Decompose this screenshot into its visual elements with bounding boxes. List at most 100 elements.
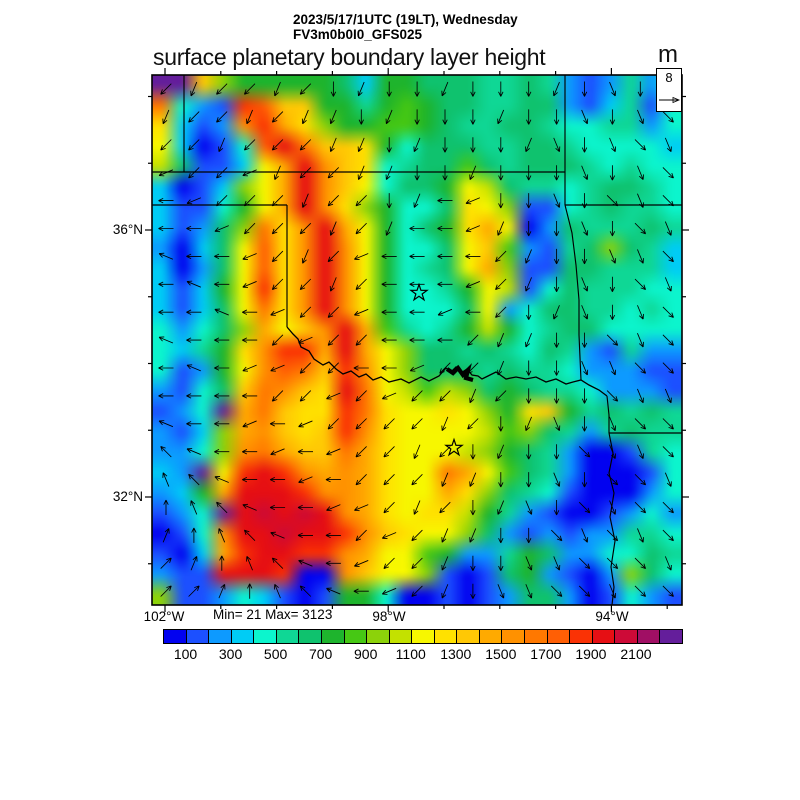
wind-arrow-icon bbox=[385, 165, 393, 180]
wind-arrow-icon bbox=[326, 504, 341, 512]
wind-reference-arrow-icon bbox=[659, 96, 681, 104]
wind-arrow-icon bbox=[498, 81, 504, 97]
wind-arrow-icon bbox=[609, 304, 616, 320]
wind-arrow-icon bbox=[498, 527, 504, 544]
wind-arrow-icon bbox=[498, 416, 504, 432]
wind-arrow-icon bbox=[581, 221, 589, 236]
wind-arrow-icon bbox=[160, 445, 172, 458]
wind-arrow-icon bbox=[609, 249, 616, 264]
wind-arrow-icon bbox=[609, 500, 616, 515]
wind-arrow-icon bbox=[214, 393, 230, 399]
wind-arrow-icon bbox=[216, 167, 228, 179]
wind-arrow-icon bbox=[495, 390, 507, 402]
wind-arrow-icon bbox=[158, 281, 174, 287]
wind-arrow-icon bbox=[581, 528, 589, 543]
colorbar-cell bbox=[276, 630, 300, 643]
wind-arrow-icon bbox=[411, 390, 423, 402]
wind-arrow-icon bbox=[158, 169, 174, 177]
wind-arrow-icon bbox=[299, 585, 312, 597]
wind-arrow-icon bbox=[354, 253, 369, 260]
wind-arrow-icon bbox=[497, 221, 505, 236]
wind-arrow-icon bbox=[385, 221, 393, 236]
wind-arrow-icon bbox=[578, 585, 591, 597]
wind-arrow-icon bbox=[299, 83, 312, 95]
colorbar-cell bbox=[570, 630, 593, 643]
wind-arrow-icon bbox=[383, 557, 395, 570]
colorbar-tick-label: 700 bbox=[308, 646, 333, 662]
wind-arrow-icon bbox=[495, 306, 507, 318]
wind-arrow-icon bbox=[553, 388, 560, 404]
colorbar-tick-label: 100 bbox=[173, 646, 198, 662]
wind-arrow-icon bbox=[158, 309, 174, 315]
wind-arrow-icon bbox=[553, 416, 561, 432]
wind-arrow-icon bbox=[525, 277, 532, 292]
wind-arrow-icon bbox=[526, 193, 532, 209]
wind-arrow-icon bbox=[299, 222, 312, 235]
wind-arrow-icon bbox=[326, 587, 341, 595]
wind-arrow-icon bbox=[439, 501, 451, 514]
wind-arrow-icon bbox=[442, 165, 448, 181]
wind-arrow-icon bbox=[470, 109, 476, 125]
wind-arrow-icon bbox=[242, 337, 258, 343]
wind-arrow-icon bbox=[634, 418, 647, 430]
wind-arrow-icon bbox=[606, 390, 619, 402]
wind-arrow-icon bbox=[158, 225, 174, 232]
wind-arrow-icon bbox=[186, 280, 201, 288]
date-title: 2023/5/17/1UTC (19LT), Wednesday bbox=[293, 12, 518, 27]
wind-arrow-icon bbox=[609, 137, 616, 153]
wind-arrow-icon bbox=[606, 557, 619, 570]
wind-arrow-icon bbox=[271, 557, 284, 569]
wind-arrow-icon bbox=[357, 81, 365, 97]
colorbar-tick-label: 1700 bbox=[530, 646, 562, 662]
wind-arrow-icon bbox=[271, 139, 284, 151]
wind-arrow-icon bbox=[414, 165, 420, 181]
wind-arrow-icon bbox=[581, 305, 589, 320]
wind-arrow-icon bbox=[637, 193, 644, 208]
wind-arrow-icon bbox=[243, 139, 256, 151]
wind-arrow-icon bbox=[606, 529, 619, 542]
wind-arrow-icon bbox=[160, 557, 172, 569]
wind-arrow-icon bbox=[442, 137, 448, 153]
wind-arrow-icon bbox=[609, 584, 616, 599]
wind-arrow-icon bbox=[437, 281, 453, 287]
colorbar-tick-label: 1500 bbox=[485, 646, 517, 662]
wind-arrow-icon bbox=[469, 528, 477, 543]
wind-arrow-icon bbox=[160, 83, 172, 95]
wind-arrow-icon bbox=[581, 360, 589, 376]
wind-arrow-icon bbox=[186, 393, 202, 399]
wind-arrow-icon bbox=[470, 583, 476, 599]
wind-arrow-icon bbox=[553, 360, 560, 376]
colorbar-cell bbox=[547, 630, 571, 643]
lake-marker bbox=[445, 363, 474, 383]
wind-arrow-icon bbox=[299, 167, 312, 179]
wind-arrow-icon bbox=[297, 532, 313, 539]
wind-arrow-icon bbox=[381, 587, 397, 595]
wind-arrow-icon bbox=[662, 446, 674, 458]
wind-arrow-icon bbox=[160, 139, 172, 151]
wind-arrow-icon bbox=[271, 194, 284, 207]
wind-arrow-icon bbox=[637, 109, 644, 125]
wind-arrow-icon bbox=[664, 277, 672, 292]
wind-arrow-icon bbox=[186, 421, 202, 427]
wind-arrow-icon bbox=[325, 532, 341, 539]
state-border-ok-ar bbox=[564, 204, 582, 381]
wind-arrow-icon bbox=[355, 418, 367, 430]
wind-arrow-icon bbox=[162, 109, 170, 125]
wind-arrow-icon bbox=[162, 528, 170, 543]
wind-arrow-icon bbox=[526, 304, 532, 320]
wind-arrow-icon bbox=[274, 583, 281, 599]
wind-arrow-icon bbox=[526, 388, 532, 404]
wind-arrow-icon bbox=[662, 585, 674, 597]
wind-arrow-icon bbox=[243, 529, 256, 542]
wind-arrow-icon bbox=[470, 500, 476, 516]
wind-arrow-icon bbox=[329, 277, 337, 292]
wind-arrow-icon bbox=[301, 249, 309, 264]
wind-arrow-icon bbox=[325, 476, 341, 483]
wind-arrow-icon bbox=[271, 334, 284, 346]
wind-arrow-icon bbox=[664, 388, 672, 404]
wind-arrow-icon bbox=[353, 365, 369, 371]
wind-arrow-icon bbox=[437, 225, 453, 232]
wind-arrow-icon bbox=[301, 193, 309, 208]
wind-arrow-icon bbox=[581, 193, 588, 209]
